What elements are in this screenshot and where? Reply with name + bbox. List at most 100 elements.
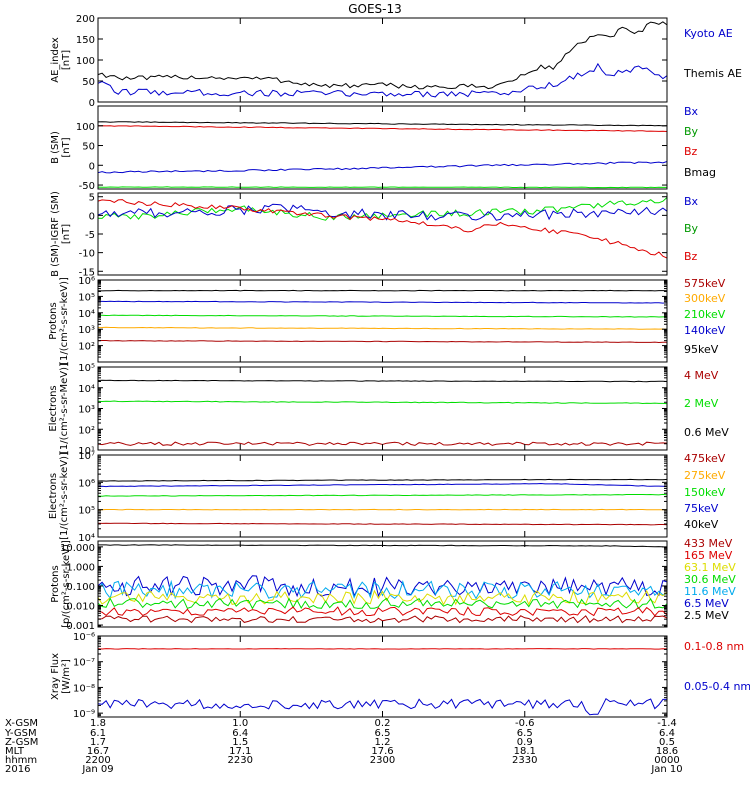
y-tick-label: 10² xyxy=(78,342,95,353)
y-tick-label: -10 xyxy=(79,249,95,260)
y-axis-label: Electrons[1/(cm²-s-sr-MeV)] xyxy=(48,363,70,454)
legend-2-5-mev: 2.5 MeV xyxy=(684,609,729,622)
series-bz-line xyxy=(97,125,668,132)
orbit-value: 0.9 xyxy=(517,737,533,748)
panel-6: Electrons[1/(cm²-s-sr-keV)] 10⁴ 10⁵ 10⁶ 10⁷ 4… xyxy=(48,451,726,544)
y-tick-label: 1.000 xyxy=(66,562,95,573)
y-axis-label: Protons[p/(cm²-s-sr-keV)] xyxy=(50,540,72,628)
y-tick-label: 10⁷ xyxy=(78,451,95,462)
y-tick-label: 100 xyxy=(76,122,95,133)
orbit-value: 6.4 xyxy=(659,728,675,739)
legend-575kev: 575keV xyxy=(684,277,726,290)
y-tick-label: 0.010 xyxy=(66,602,95,613)
y-tick-label: 200 xyxy=(76,14,95,25)
orbit-row-label: hhmm xyxy=(5,755,37,766)
legend-kyoto-ae: Kyoto AE xyxy=(684,27,733,40)
y-tick-label: 0 xyxy=(89,98,95,109)
series-140kev-line xyxy=(98,300,668,304)
legend-475kev: 475keV xyxy=(684,452,726,465)
orbit-value: 2230 xyxy=(228,755,253,766)
series-bz-line xyxy=(97,199,668,259)
y-axis-label: Xray Flux[W/m²] xyxy=(50,653,72,700)
orbit-value: 17.6 xyxy=(371,746,393,757)
orbit-value: 18.1 xyxy=(514,746,536,757)
legend-0-6-mev: 0.6 MeV xyxy=(684,426,729,439)
y-tick-label: -15 xyxy=(79,267,95,278)
y-tick-label: -5 xyxy=(85,230,95,241)
orbit-value: -1.4 xyxy=(657,718,677,729)
series-0-05-0-4-nm-line xyxy=(97,697,667,716)
y-tick-label: 10¹ xyxy=(78,446,95,457)
panel-frame xyxy=(97,105,668,190)
series-40kev-line xyxy=(97,478,668,482)
series-0-1-0-8-nm-line xyxy=(97,648,668,650)
orbit-value: 1.2 xyxy=(375,737,391,748)
panel-1: AE_index[nT] 0 50 100 150 200 Kyoto AE Themis A… xyxy=(50,14,742,109)
orbit-value: 2330 xyxy=(512,755,537,766)
legend-6-5-mev: 6.5 MeV xyxy=(684,597,729,610)
y-tick-label: 10⁴ xyxy=(78,384,95,395)
panel-8: Xray Flux[W/m²]10⁻⁹ 10⁻⁸ 10⁻⁷ 10⁻⁶ 0.1-0.8 n… xyxy=(50,632,750,720)
y-tick-label: 10⁵ xyxy=(78,506,95,517)
legend-4-mev: 4 MeV xyxy=(684,369,719,382)
legend-210kev: 210keV xyxy=(684,308,726,321)
series-150kev-line xyxy=(97,493,668,497)
plot-title: GOES-13 xyxy=(348,2,402,16)
orbit-value: 6.1 xyxy=(90,728,106,739)
panel-4: Protons[1/(cm²-s-sr-keV)] 10² 10³ 10⁴ 10⁵ 10⁶… xyxy=(48,276,726,365)
orbit-value: 2200 xyxy=(85,755,110,766)
y-tick-label: 10⁻⁶ xyxy=(73,632,95,643)
orbit-value: 1.0 xyxy=(232,718,248,729)
y-tick-label: 10⁻⁷ xyxy=(73,658,95,669)
y-axis-label: B (SM)[nT] xyxy=(50,131,72,164)
y-tick-label: 10³ xyxy=(78,405,95,416)
series-kyoto-ae-line xyxy=(97,62,668,98)
y-tick-label: 50 xyxy=(82,142,95,153)
legend-433-mev: 433 MeV xyxy=(684,537,733,550)
orbit-row-label: X-GSM xyxy=(5,718,38,729)
y-tick-label: 10⁶ xyxy=(78,276,95,287)
legend-2-mev: 2 MeV xyxy=(684,397,719,410)
series-433-mev-line xyxy=(97,615,668,624)
y-tick-label: 10⁵ xyxy=(78,363,95,374)
panel-5: Electrons[1/(cm²-s-sr-MeV)] 10¹ 10² 10³ 10⁴ 1… xyxy=(48,363,729,457)
y-tick-label: 0 xyxy=(89,161,95,172)
series-11-6-mev-line xyxy=(97,579,668,600)
legend-0-1-0-8-nm: 0.1-0.8 nm xyxy=(684,640,744,653)
y-tick-label: 0.100 xyxy=(66,582,95,593)
legend-275kev: 275keV xyxy=(684,469,726,482)
series-475kev-line xyxy=(97,522,668,526)
panel-7: Protons[p/(cm²-s-sr-keV)]0.001 0.010 0.100… xyxy=(50,537,736,632)
orbit-value: -0.6 xyxy=(515,718,535,729)
panel-frame xyxy=(97,279,668,363)
legend-bz: Bz xyxy=(684,145,698,158)
series-75kev-line xyxy=(97,482,668,488)
series-165-mev-line xyxy=(97,606,668,617)
legend-bz: Bz xyxy=(684,250,698,263)
series-6-5-mev-line xyxy=(97,575,668,598)
legend-95kev: 95keV xyxy=(684,343,719,356)
series-themis-ae-line xyxy=(97,21,668,90)
series-0-6-mev-line xyxy=(97,379,668,383)
y-tick-label: 50 xyxy=(82,77,95,88)
legend-40kev: 40keV xyxy=(684,518,719,531)
legend-bx: Bx xyxy=(684,105,699,118)
series-bx-line xyxy=(97,203,668,221)
series-2-mev-line xyxy=(97,400,668,405)
y-axis-label: Electrons[1/(cm²-s-sr-keV)] xyxy=(48,452,70,540)
legend-bmag: Bmag xyxy=(684,166,716,179)
y-axis-label: Protons[1/(cm²-s-sr-keV)] xyxy=(48,277,70,365)
series-275kev-line xyxy=(97,508,668,511)
legend-63-1-mev: 63.1 MeV xyxy=(684,561,736,574)
orbit-value: 1.5 xyxy=(232,737,248,748)
series-30-6-mev-line xyxy=(97,597,668,610)
orbit-row-label: 2016 xyxy=(5,764,30,775)
y-tick-label: 10⁻⁸ xyxy=(73,683,95,694)
orbit-value: 18.6 xyxy=(656,746,678,757)
orbit-value: 17.1 xyxy=(229,746,251,757)
y-tick-label: 10⁻⁹ xyxy=(73,709,95,720)
orbit-row-label: Y-GSM xyxy=(4,728,37,739)
y-axis-label: B (SM)-IGRF (SM)[nT] xyxy=(50,191,72,277)
y-tick-label: 5 xyxy=(89,193,95,204)
